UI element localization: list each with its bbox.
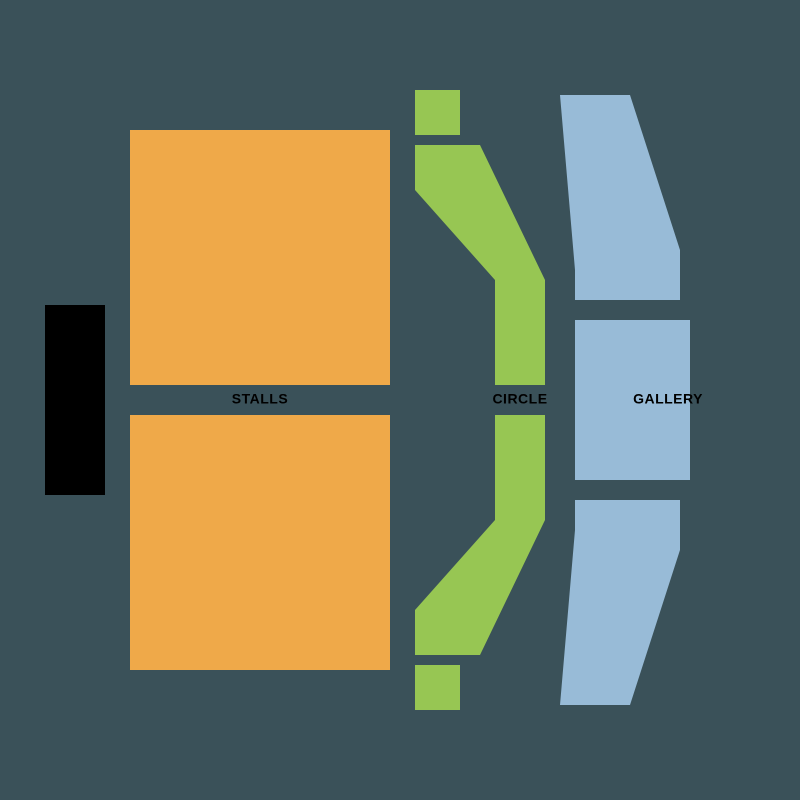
gallery-label: GALLERY — [633, 391, 703, 407]
stalls-lower — [130, 415, 390, 670]
circle-box-top — [415, 90, 460, 135]
stalls-upper — [130, 130, 390, 385]
stalls-label: STALLS — [232, 391, 288, 407]
circle-label: CIRCLE — [492, 391, 547, 407]
stage-label: STAGE — [66, 375, 82, 425]
circle-box-bottom — [415, 665, 460, 710]
stage-section[interactable]: STAGE — [45, 305, 105, 495]
seating-plan: STAGE STALLS CIRCLE GALLERY — [0, 0, 800, 800]
